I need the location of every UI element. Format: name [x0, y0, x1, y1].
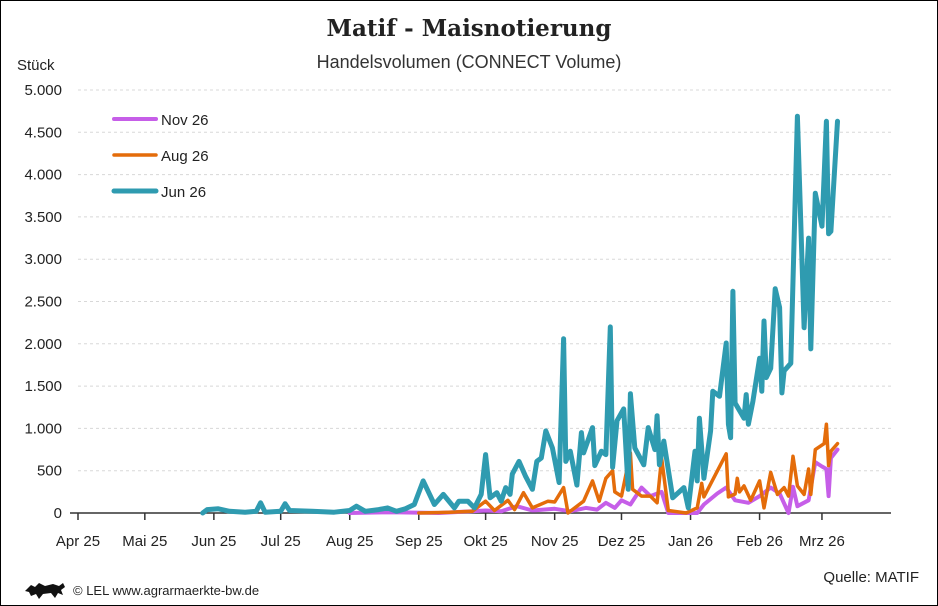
x-tick-label: Feb 26 [736, 533, 783, 550]
x-tick-label: Mrz 26 [799, 533, 845, 550]
x-tick-label: Nov 25 [531, 533, 579, 550]
x-tick-label: Jan 26 [668, 533, 713, 550]
x-tick-label: Jun 25 [191, 533, 236, 550]
x-tick-label: Sep 25 [395, 533, 443, 550]
legend-label: Aug 26 [161, 148, 209, 165]
series-line-jun-26 [200, 113, 840, 516]
y-tick-label: 0 [54, 505, 62, 522]
y-axis-label: Stück [17, 57, 55, 74]
x-tick-label: Okt 25 [464, 533, 508, 550]
series-line-aug-26 [417, 422, 840, 515]
source-note: Quelle: MATIF [823, 569, 919, 586]
y-tick-label: 3.000 [24, 251, 62, 268]
y-tick-label: 2.500 [24, 294, 62, 311]
y-tick-label: 500 [37, 463, 62, 480]
credit-note: © LEL www.agrarmaerkte-bw.de [23, 579, 259, 601]
lion-icon [25, 583, 65, 599]
x-tick-label: Jul 25 [261, 533, 301, 550]
legend-label: Jun 26 [161, 184, 206, 201]
x-tick-label: Apr 25 [56, 533, 100, 550]
x-tick-label: Aug 25 [326, 533, 374, 550]
chart-subtitle: Handelsvolumen (CONNECT Volume) [316, 52, 622, 72]
y-tick-label: 1.500 [24, 378, 62, 395]
y-tick-label: 1.000 [24, 420, 62, 437]
chart-title: Matif - Maisnotierung [326, 15, 612, 42]
y-tick-label: 5.000 [24, 82, 62, 99]
x-tick-label: Mai 25 [122, 533, 167, 550]
y-tick-label: 4.500 [24, 124, 62, 141]
y-tick-label: 2.000 [24, 336, 62, 353]
x-tick-label: Dez 25 [598, 533, 646, 550]
y-tick-label: 4.000 [24, 167, 62, 184]
credit-text: © LEL www.agrarmaerkte-bw.de [73, 582, 260, 598]
legend-label: Nov 26 [161, 112, 209, 129]
y-tick-label: 3.500 [24, 209, 62, 226]
